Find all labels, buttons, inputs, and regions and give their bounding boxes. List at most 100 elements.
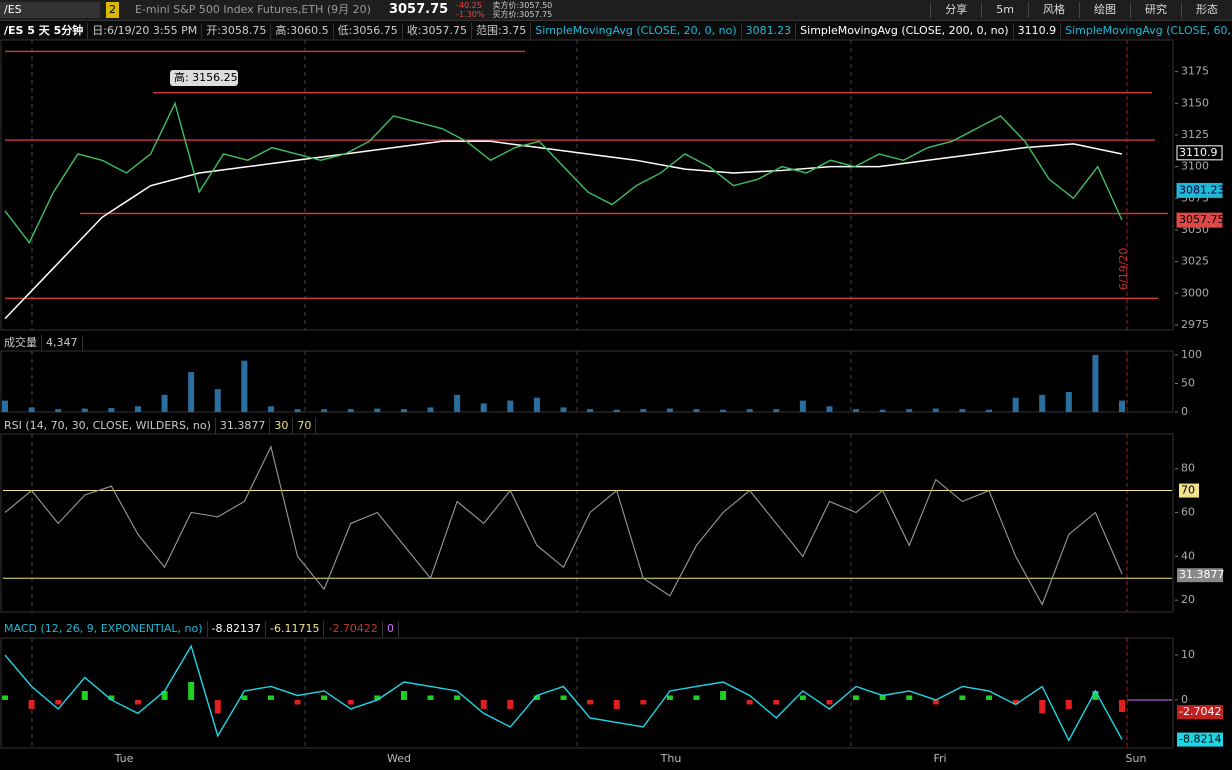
y-tick-label: 0	[1181, 693, 1188, 706]
volume-bar	[693, 409, 700, 412]
annotation: 高: 3156.25	[174, 70, 238, 84]
volume-bar	[773, 409, 780, 412]
toolbar-button[interactable]: 分享	[930, 2, 981, 18]
panel-frame	[0, 637, 1174, 749]
volume-bar	[480, 403, 487, 412]
axis-label-box	[1176, 212, 1223, 228]
volume-bar	[799, 400, 806, 412]
volume-bar	[533, 397, 540, 412]
macd-value: -8.82137	[208, 621, 266, 637]
histogram-bar	[161, 690, 168, 700]
volume-bar	[879, 409, 886, 412]
volume-bar	[560, 407, 567, 412]
x-label: Wed	[387, 752, 411, 765]
volume-bar	[1092, 354, 1099, 412]
volume-bar	[454, 394, 461, 412]
change: -40.25 -1.30%	[452, 1, 488, 19]
study-value: 3081.23	[742, 22, 797, 39]
histogram-bar	[134, 699, 141, 705]
toolbar-button[interactable]: 绘图	[1079, 2, 1130, 18]
histogram-bar	[454, 695, 461, 700]
axis-label-box	[1177, 568, 1223, 583]
volume-bar	[241, 360, 248, 412]
histogram-bar	[693, 695, 700, 700]
volume-header: 成交量 4,347	[0, 335, 83, 351]
toolbar: /ES 2 E-mini S&P 500 Index Futures,ETH (…	[0, 0, 1232, 21]
volume-bar	[986, 409, 993, 412]
histogram-bar	[906, 695, 913, 700]
title: MACD (12, 26, 9, EXPONENTIAL, no)	[0, 621, 208, 637]
header-field: 收:3057.75	[403, 22, 473, 39]
volume-bar	[720, 409, 727, 412]
histogram-bar	[879, 695, 886, 700]
histogram-bar	[507, 699, 514, 709]
volume-bar	[613, 409, 620, 412]
y-tick-label: 3050	[1181, 223, 1209, 236]
y-tick-label: 80	[1181, 462, 1195, 475]
study-name: SimpleMovingAvg (CLOSE, 20, 0, no)	[531, 22, 742, 39]
macd-line	[4, 644, 1123, 742]
date-marker: 6/19/20	[1117, 248, 1130, 290]
link-badge[interactable]: 2	[106, 2, 119, 18]
toolbar-button[interactable]: 5m	[981, 2, 1028, 18]
histogram-bar	[666, 695, 673, 700]
header-field: 日:6/19/20 3:55 PM	[88, 22, 203, 39]
histogram-bar	[374, 695, 381, 700]
toolbar-button[interactable]: 风格	[1028, 2, 1079, 18]
y-tick-label: 3150	[1181, 96, 1209, 109]
header-field: 高:3060.5	[271, 22, 334, 39]
histogram-bar	[986, 695, 993, 700]
histogram-bar	[1092, 690, 1099, 700]
panel-frame	[0, 433, 1174, 613]
volume-bar	[1065, 392, 1072, 412]
sma200-line	[4, 140, 1123, 320]
axis-label: 3081.23	[1179, 183, 1225, 196]
histogram-bar	[480, 699, 487, 709]
y-tick-label: 50	[1181, 376, 1195, 389]
axis-label-box	[1179, 483, 1199, 498]
y-tick-label: 60	[1181, 505, 1195, 518]
volume-bar	[374, 408, 381, 412]
ask: 买方价:3057.75	[492, 10, 553, 19]
description: E-mini S&P 500 Index Futures,ETH (9月 20)	[135, 3, 371, 16]
header-field: /ES 5 天 5分钟	[0, 22, 89, 39]
histogram-bar	[294, 699, 301, 705]
y-tick-label: 40	[1181, 549, 1195, 562]
rsi-header: RSI (14, 70, 30, CLOSE, WILDERS, no) 31.3…	[0, 418, 317, 434]
histogram-bar	[640, 699, 647, 705]
axis-label: 3110.9	[1179, 146, 1218, 159]
axis-label-box	[1176, 182, 1223, 198]
volume-bar	[55, 409, 62, 412]
axis-label-box	[1177, 732, 1223, 747]
header-field: 开:3058.75	[202, 22, 272, 39]
volume-bar	[1012, 397, 1019, 412]
histogram-bar	[427, 695, 434, 700]
toolbar-button[interactable]: 形态	[1181, 2, 1232, 18]
volume-bar	[853, 409, 860, 412]
rsi-line	[4, 445, 1123, 606]
x-label: Fri	[933, 752, 946, 765]
histogram-bar	[533, 695, 540, 700]
histogram-bar	[746, 699, 753, 705]
toolbar-button[interactable]: 研究	[1130, 2, 1181, 18]
histogram-bar	[214, 699, 221, 714]
histogram-bar	[400, 690, 407, 700]
y-tick-label: 10	[1181, 648, 1195, 661]
volume-bar	[347, 409, 354, 412]
y-tick-label: 3000	[1181, 286, 1209, 299]
histogram-bar	[267, 695, 274, 700]
last-price: 3057.75	[388, 2, 449, 17]
volume-bar	[1119, 400, 1125, 412]
macd-value: -2.70422	[324, 621, 383, 637]
volume-bar	[746, 409, 753, 412]
price-header: /ES 5 天 5分钟 日:6/19/20 3:55 PM 开:3058.75 高:3…	[0, 21, 1232, 40]
histogram-bar	[853, 695, 860, 700]
volume-bar	[666, 408, 673, 412]
symbol-box[interactable]: /ES	[0, 2, 100, 18]
y-tick-label: 20	[1181, 593, 1195, 606]
volume-bar	[906, 409, 913, 412]
histogram-bar	[826, 699, 833, 705]
buttons: 分享 5m 风格 绘图 研究 形态	[930, 2, 1232, 18]
